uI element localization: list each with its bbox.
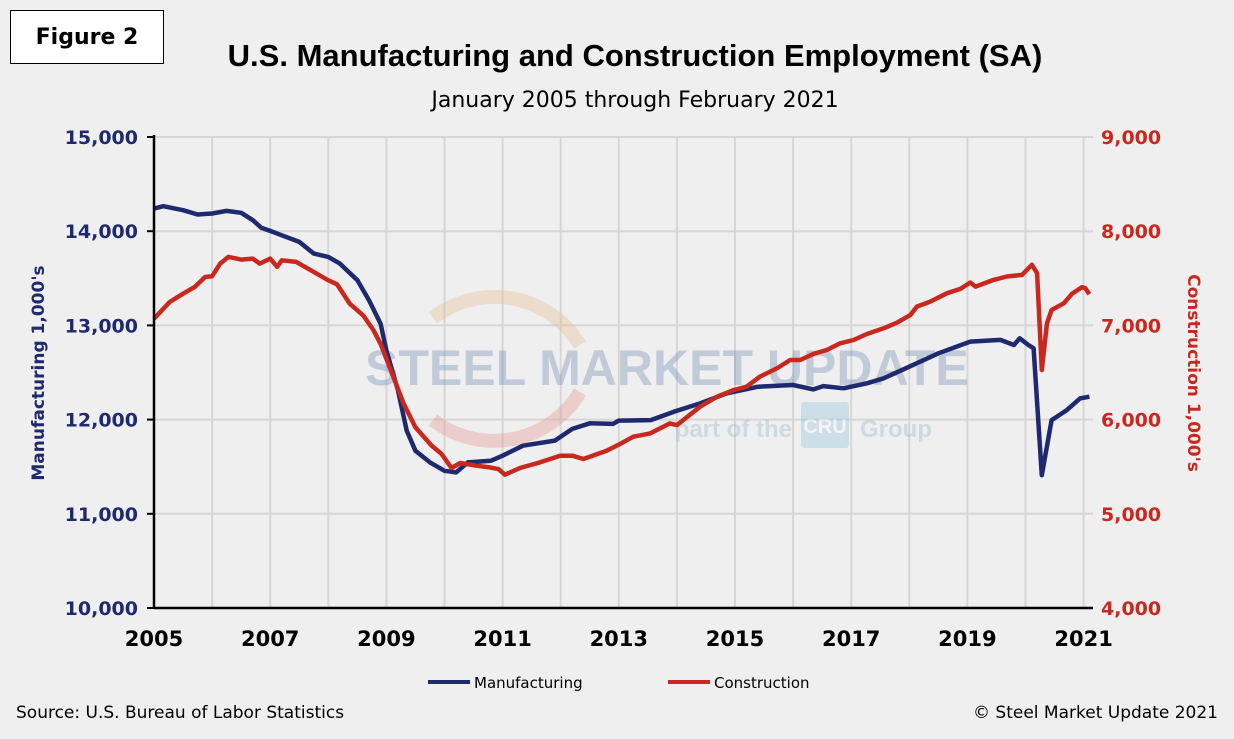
x-tick-label: 2017 (822, 627, 880, 651)
figure-label: Figure 2 (10, 10, 164, 64)
y2-axis-title: Construction 1,000's (1183, 274, 1203, 472)
watermark-text: STEEL MARKET UPDATE (365, 340, 969, 396)
chart-subtitle: January 2005 through February 2021 (431, 88, 839, 113)
y-tick-label: 12,000 (65, 410, 138, 432)
y2-tick-label: 7,000 (1101, 315, 1161, 337)
watermark-logo: CRU (803, 416, 846, 438)
copyright-note: © Steel Market Update 2021 (973, 703, 1218, 723)
y2-tick-label: 6,000 (1101, 410, 1161, 432)
watermark-arc-top (428, 289, 586, 349)
x-tick-label: 2019 (938, 627, 996, 651)
legend: Manufacturing Construction (428, 674, 810, 692)
x-tick-label: 2007 (241, 627, 299, 651)
cru-logo-box (801, 402, 849, 448)
legend-label-construction: Construction (714, 674, 810, 692)
watermark: STEEL MARKET UPDATE part of the CRU Grou… (365, 289, 969, 448)
x-tick-label: 2013 (590, 627, 648, 651)
series-group (152, 203, 1092, 478)
y-tick-label: 13,000 (65, 315, 138, 337)
legend-label-manufacturing: Manufacturing (474, 674, 583, 692)
x-tick-label: 2009 (357, 627, 415, 651)
y2-tick-label: 4,000 (1101, 598, 1161, 620)
chart-title: U.S. Manufacturing and Construction Empl… (227, 38, 1043, 73)
x-tick-label: 2011 (473, 627, 531, 651)
series-line-manufacturing (153, 203, 1090, 478)
source-note: Source: U.S. Bureau of Labor Statistics (16, 703, 345, 723)
y-tick-label: 15,000 (65, 127, 138, 149)
x-tick-label: 2015 (706, 627, 764, 651)
y2-tick-label: 5,000 (1101, 504, 1161, 526)
watermark-sub-right: Group (860, 416, 932, 443)
x-tick-label: 2021 (1054, 627, 1112, 651)
y2-tick-label: 9,000 (1101, 127, 1161, 149)
y2-tick-label: 8,000 (1101, 221, 1161, 243)
watermark-arc-bottom (428, 388, 587, 448)
axes: 10,000 11,000 12,000 13,000 14,000 15,000 4,00… (65, 127, 1161, 651)
y-axis-title: Manufacturing 1,000's (29, 265, 49, 480)
x-tick-label: 2005 (125, 627, 183, 651)
watermark-sub-left: part of the (675, 416, 792, 443)
y-tick-label: 14,000 (65, 221, 138, 243)
y-tick-label: 10,000 (65, 598, 138, 620)
y-tick-label: 11,000 (65, 504, 138, 526)
series-line-construction (152, 254, 1092, 477)
